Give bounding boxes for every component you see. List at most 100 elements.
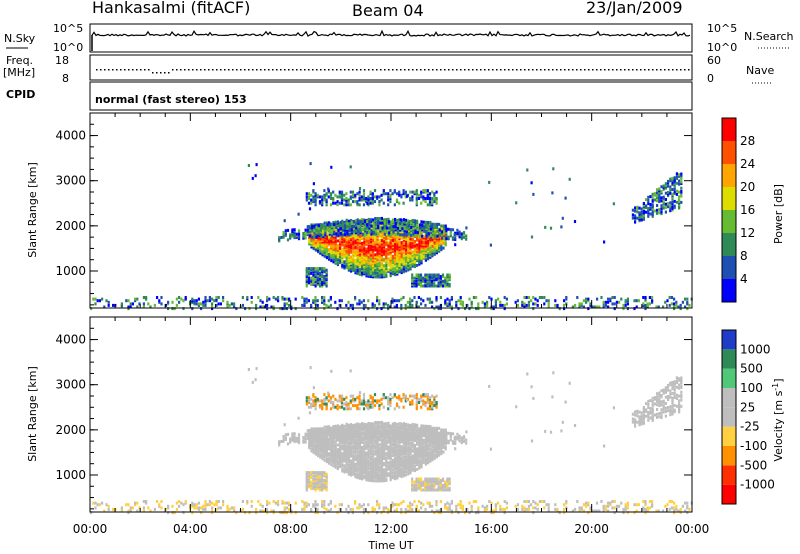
power-echo-cell [369, 262, 372, 266]
velocity-echo-cell [328, 444, 331, 448]
power-echo-cell [325, 235, 328, 239]
velocity-echo-cell [356, 469, 359, 473]
power-echo-cell [319, 237, 322, 241]
power-ytick-label: 1000 [55, 264, 86, 278]
velocity-echo-cell [313, 438, 316, 442]
power-echo-cell [420, 297, 423, 301]
velocity-echo-cell [310, 443, 313, 447]
power-echo-cell [338, 201, 341, 205]
power-ylabel: Slant Range [km] [26, 162, 39, 258]
power-echo-cell [367, 247, 370, 251]
power-echo-cell [147, 302, 150, 306]
power-echo-cell [420, 195, 423, 199]
velocity-echo-cell [411, 456, 414, 460]
power-echo-cell [389, 189, 392, 193]
power-echo-cell [359, 229, 362, 233]
power-echo-cell [383, 248, 386, 252]
power-echo-cell [167, 302, 170, 306]
power-echo-cell [439, 284, 442, 288]
power-echo-cell [318, 278, 322, 282]
power-echo-cell [316, 299, 319, 303]
power-echo-cell [398, 245, 401, 248]
freq-point [152, 72, 154, 74]
power-echo-cell [669, 179, 672, 183]
velocity-echo-cell [343, 448, 346, 452]
power-echo-cell [384, 192, 388, 196]
power-echo-cell [395, 303, 398, 307]
power-echo-cell [644, 305, 647, 309]
power-echo-cell [678, 174, 681, 178]
power-echo-cell [407, 227, 411, 231]
velocity-echo-cell [365, 464, 368, 468]
velocity-echo-cell [347, 466, 350, 470]
power-echo-cell [325, 254, 328, 258]
power-echo-cell [642, 211, 645, 215]
velocity-echo-cell [387, 445, 390, 449]
velocity-echo-cell [424, 454, 427, 458]
power-echo-cell [413, 219, 416, 223]
velocity-echo-cell [405, 470, 408, 474]
power-echo-cell [368, 220, 371, 223]
velocity-echo-cell [376, 443, 379, 447]
velocity-echo-cell [367, 455, 370, 459]
power-echo-cell [378, 302, 381, 306]
velocity-echo-cell [343, 442, 346, 446]
power-echo-cell [389, 241, 392, 245]
power-echo-cell [330, 234, 334, 238]
power-echo-cell [323, 251, 326, 255]
power-echo-cell [645, 206, 648, 209]
power-echo-cell [349, 197, 352, 200]
velocity-echo-cell [293, 435, 296, 439]
velocity-echo-cell [396, 454, 399, 458]
power-echo-cell [354, 220, 357, 224]
power-echo-cell [424, 250, 427, 254]
velocity-echo-cell [369, 461, 372, 465]
velocity-echo-cell [376, 459, 379, 462]
power-echo-cell [328, 256, 331, 260]
power-echo-cell [633, 307, 636, 311]
power-echo-cell [401, 228, 404, 232]
power-echo-cell [421, 234, 424, 238]
velocity-echo-cell [418, 446, 421, 450]
power-echo-cell [318, 284, 322, 288]
velocity-echo-cell [427, 429, 430, 433]
power-echo-cell [286, 238, 290, 242]
velocity-echo-cell [341, 429, 345, 433]
power-echo-cell [362, 203, 366, 207]
power-echo-cell [399, 222, 402, 226]
power-echo-cell [419, 284, 423, 288]
power-echo-cell [312, 281, 315, 285]
power-echo-cell [363, 262, 366, 266]
power-echo-cell [651, 207, 654, 210]
power-echo-cell [451, 228, 455, 232]
power-echo-cell [405, 258, 408, 262]
velocity-echo-cell [378, 477, 381, 481]
power-echo-cell [317, 248, 320, 252]
power-echo-cell [336, 263, 339, 267]
power-echo-cell [438, 222, 441, 226]
power-echo-cell [321, 279, 324, 283]
power-echo-cell [374, 270, 377, 274]
power-echo-cell [398, 192, 401, 196]
power-echo-cell [667, 192, 670, 196]
power-echo-cell [369, 190, 372, 194]
power-echo-cell [646, 302, 649, 306]
velocity-echo-cell [330, 452, 333, 455]
power-echo-cell [330, 243, 333, 247]
power-echo-cell [365, 271, 368, 275]
velocity-echo-cell [429, 447, 432, 451]
power-echo-cell [411, 237, 414, 241]
freq-panel: Freq. [MHz] 18 8 60 0 Nave [3, 54, 774, 85]
velocity-echo-cell [350, 454, 353, 458]
power-echo-cell [412, 230, 415, 234]
power-echo-cell [367, 195, 370, 199]
power-echo-cell [416, 238, 419, 242]
velocity-echo-cell [361, 452, 364, 456]
velocity-echo-cell [339, 439, 342, 443]
power-echo-cell [429, 240, 432, 243]
power-echo-cell [380, 270, 383, 274]
power-echo-cell [435, 245, 438, 248]
velocity-echo-cell [380, 457, 383, 461]
velocity-echo-cell [391, 422, 394, 426]
power-echo-cell [125, 299, 128, 303]
